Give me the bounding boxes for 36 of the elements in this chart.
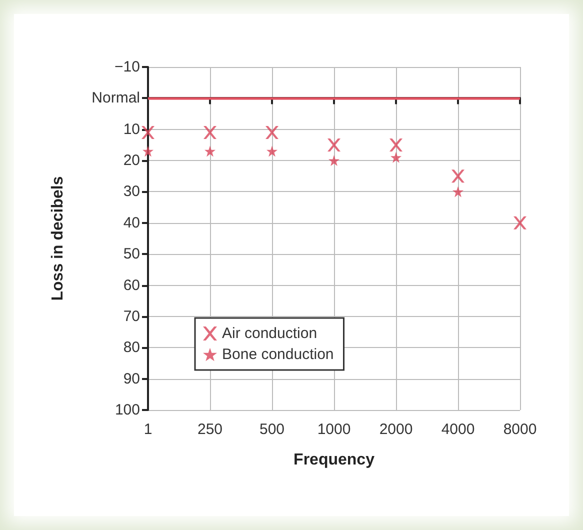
- point: [266, 146, 278, 157]
- legend-label: Bone conduction: [222, 346, 334, 363]
- x-tick-label: 1: [144, 421, 152, 438]
- y-tick-label: 70: [123, 308, 140, 325]
- point: [328, 155, 340, 166]
- x-tick-label: 4000: [441, 421, 475, 438]
- x-tick-label: 250: [197, 421, 223, 438]
- point: [452, 170, 464, 183]
- y-tick-label: Normal: [92, 90, 140, 107]
- x-tick-label: 500: [259, 421, 285, 438]
- x-tick-label: 1000: [317, 421, 351, 438]
- point: [266, 126, 278, 139]
- point: [142, 146, 154, 157]
- y-axis-title: Loss in decibels: [50, 176, 66, 301]
- y-tick-label: 80: [123, 339, 140, 356]
- point: [390, 138, 402, 152]
- y-tick-label: −10: [114, 58, 140, 76]
- point: [204, 126, 216, 139]
- y-tick-label: 40: [123, 214, 140, 232]
- y-tick-label: 50: [123, 246, 140, 263]
- point: [452, 186, 464, 198]
- y-tick-label: 90: [123, 370, 140, 388]
- point: [390, 152, 402, 163]
- point: [142, 126, 154, 139]
- x-axis-title: Frequency: [294, 452, 375, 468]
- point: [514, 216, 526, 230]
- legend-label: Air conduction: [222, 325, 318, 342]
- y-tick-label: 100: [114, 402, 140, 418]
- y-tick-label: 20: [123, 152, 140, 170]
- point: [204, 146, 216, 157]
- x-tick-label: 2000: [379, 421, 413, 438]
- y-tick-label: 60: [123, 276, 140, 294]
- point: [328, 138, 340, 152]
- y-tick-label: 10: [123, 120, 140, 138]
- y-tick-label: 30: [123, 183, 140, 200]
- x-tick-label: 8000: [503, 421, 537, 438]
